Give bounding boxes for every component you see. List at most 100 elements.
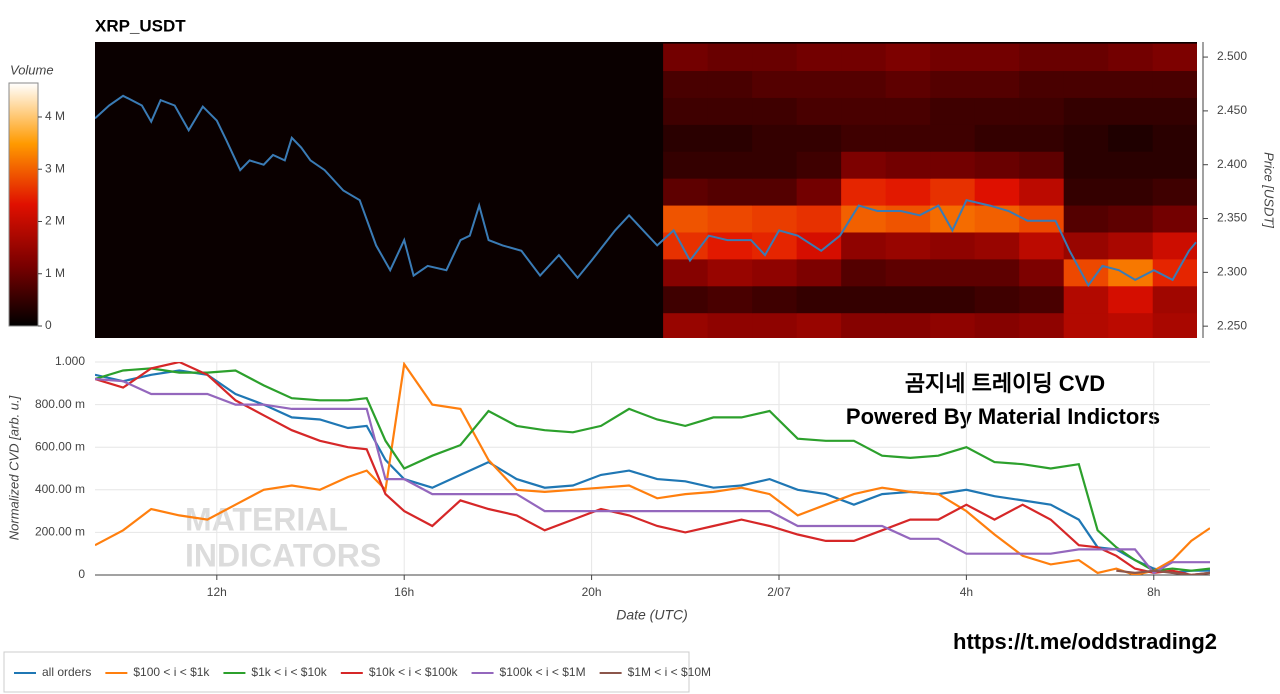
heatmap-cell <box>1063 285 1109 314</box>
x-tick-label: 12h <box>207 585 227 599</box>
y-axis-label: Normalized CVD [arb. u.] <box>6 395 21 540</box>
colorbar-tick-label: 1 M <box>45 266 65 280</box>
heatmap-cell <box>796 231 842 260</box>
y-tick-label: 600.00 m <box>35 439 85 453</box>
heatmap-cell <box>707 178 753 206</box>
heatmap-cell <box>841 258 887 287</box>
lines <box>95 362 1210 575</box>
heatmap-cell <box>930 312 976 338</box>
heatmap-cell <box>1063 124 1109 152</box>
heatmap-cell <box>796 178 842 206</box>
heatmap-cell <box>663 312 709 338</box>
heatmap-cell <box>1063 178 1109 206</box>
heatmap-cell <box>663 178 709 206</box>
heatmap-cell <box>663 285 709 314</box>
heatmap-cell <box>1063 151 1109 179</box>
heatmap-cell <box>707 258 753 287</box>
heatmap-cell <box>1019 178 1065 206</box>
heatmap-cell <box>796 151 842 179</box>
x-tick-label: 8h <box>1147 585 1160 599</box>
heatmap-cell <box>1108 43 1154 72</box>
heatmap-cell <box>841 178 887 206</box>
heatmap-cell <box>974 178 1020 206</box>
heatmap-cell <box>885 231 931 260</box>
heatmap-cell <box>707 285 753 314</box>
heatmap-cell <box>841 124 887 152</box>
heatmap-cell <box>841 151 887 179</box>
heatmap-cell <box>663 43 709 72</box>
heatmap-cell <box>841 70 887 98</box>
heatmap-cell <box>974 97 1020 125</box>
heatmap-cell <box>1063 205 1109 233</box>
heatmap-cell <box>752 43 798 72</box>
heatmap-cell <box>1019 124 1065 152</box>
heatmap-cell <box>752 70 798 98</box>
heatmap-cell <box>841 312 887 338</box>
heatmap-cell <box>885 43 931 72</box>
heatmap-cell <box>841 285 887 314</box>
heatmap-cell <box>974 312 1020 338</box>
heatmap-cell <box>1108 258 1154 287</box>
heatmap-cell <box>796 285 842 314</box>
legend-label: $1M < i < $10M <box>628 665 711 679</box>
heatmap-cell <box>663 124 709 152</box>
heatmap-cell <box>1063 97 1109 125</box>
chart-title: XRP_USDT <box>95 16 186 35</box>
heatmap-cell <box>1152 151 1197 179</box>
x-tick-label: 4h <box>960 585 973 599</box>
heatmap-cell <box>796 43 842 72</box>
heatmap-cell <box>1108 205 1154 233</box>
heatmap-cell <box>1019 43 1065 72</box>
legend-label: $100k < i < $1M <box>500 665 586 679</box>
y-tick-label: 400.00 m <box>35 482 85 496</box>
heatmap-cell <box>885 151 931 179</box>
heatmap-cell <box>974 124 1020 152</box>
heatmap-cell <box>885 97 931 125</box>
heatmap-cell <box>1063 43 1109 72</box>
heatmap-cell <box>974 151 1020 179</box>
heatmap-cell <box>1108 285 1154 314</box>
colorbar-tick-label: 3 M <box>45 161 65 175</box>
heatmap-cell <box>1152 205 1197 233</box>
annotation: Powered By Material Indictors <box>846 404 1160 429</box>
heatmap-cell <box>1019 312 1065 338</box>
x-tick-label: 2/07 <box>767 585 791 599</box>
y-tick-label: 2.300 <box>1217 265 1247 279</box>
heatmap-cell <box>796 205 842 233</box>
colorbar-tick-label: 4 M <box>45 109 65 123</box>
heatmap-cell <box>707 151 753 179</box>
heatmap-cell <box>796 258 842 287</box>
heatmap-cell <box>1019 97 1065 125</box>
heatmap-cell <box>752 151 798 179</box>
heatmap-cell <box>796 70 842 98</box>
colorbar-tick-label: 0 <box>45 318 52 332</box>
series-line <box>1116 569 1210 575</box>
legend-label: $100 < i < $1k <box>133 665 210 679</box>
heatmap-cell <box>707 43 753 72</box>
heatmap-cell <box>1152 285 1197 314</box>
annotation: 곰지네 트레이딩 CVD <box>905 371 1105 396</box>
heatmap-cell <box>1063 312 1109 338</box>
heatmap-cell <box>885 258 931 287</box>
heatmap-cell <box>663 151 709 179</box>
heatmap-cell <box>1019 258 1065 287</box>
heatmap-cell <box>1108 178 1154 206</box>
heatmap-cell <box>930 285 976 314</box>
link[interactable]: https://t.me/oddstrading2 <box>953 629 1217 654</box>
y-tick-label: 800.00 m <box>35 397 85 411</box>
heatmap-cell <box>930 124 976 152</box>
heatmap-cell <box>707 312 753 338</box>
colorbar <box>8 82 39 327</box>
heatmap-cell <box>752 258 798 287</box>
heatmap-cell <box>885 124 931 152</box>
heatmap-cell <box>752 97 798 125</box>
y-tick-label: 200.00 m <box>35 525 85 539</box>
heatmap-cell <box>1019 231 1065 260</box>
colorbar-title: Volume <box>10 62 54 77</box>
heatmap-cell <box>930 70 976 98</box>
heatmap-cell <box>1063 231 1109 260</box>
y-tick-label: 1.000 <box>55 354 85 368</box>
y-axis-label: Price [USDT] <box>1262 152 1277 228</box>
x-tick-label: 20h <box>582 585 602 599</box>
heatmap-cell <box>885 70 931 98</box>
